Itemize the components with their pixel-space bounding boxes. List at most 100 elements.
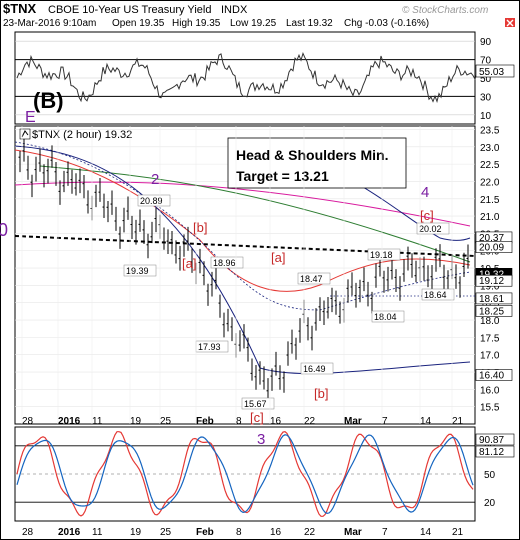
x-axis-label: Feb	[196, 416, 214, 427]
wave-label: 3	[257, 431, 265, 448]
wave-label-e: E	[25, 109, 36, 126]
price-tick-label: 17.5	[480, 333, 500, 344]
x-axis-label: 19	[130, 527, 142, 538]
value-label: 18.47	[300, 274, 323, 284]
price-tick-label: 18.5	[480, 299, 500, 310]
x-axis-label: 21	[452, 527, 464, 538]
value-label: 20.89	[140, 196, 163, 206]
wave-label: [b]	[193, 220, 207, 235]
right-price-label: 18.61	[479, 294, 504, 305]
right-price-label: 20.09	[479, 243, 504, 254]
x-axis-label: Mar	[344, 416, 362, 427]
rsi-tick-label: 10	[480, 111, 492, 122]
wave-label-b-big: (B)	[33, 88, 64, 113]
x-axis-label: 19	[130, 416, 142, 427]
x-axis-label: 28	[22, 527, 34, 538]
price-tick-label: 22.5	[480, 160, 500, 171]
mid-band-line	[14, 141, 471, 311]
value-label: 18.04	[374, 312, 397, 322]
rsi-tick-label: 90	[480, 37, 492, 48]
close-icon[interactable]	[505, 18, 515, 27]
header-last: Last 19.32	[286, 18, 333, 29]
header-high: High 19.35	[172, 18, 221, 29]
x-axis-label: 22	[304, 527, 316, 538]
stoch-tick-label: 20	[484, 498, 496, 509]
chart-exchange: INDX	[221, 4, 248, 16]
right-price-label: 20.37	[479, 233, 504, 244]
stoch-current-1: 90.87	[475, 433, 515, 446]
price-tick-label: 22.0	[480, 177, 500, 188]
value-label: 16.49	[303, 364, 326, 374]
value-label-box	[137, 194, 171, 207]
stoch-tick-label: 50	[484, 470, 496, 481]
x-axis-label: 22	[304, 416, 316, 427]
chart-logo: © StockCharts.com	[402, 5, 488, 16]
x-axis-label: 7	[382, 416, 388, 427]
x-axis-label: 14	[420, 527, 432, 538]
annotation-line-2: Target = 13.21	[236, 168, 329, 184]
wave-label: [b]	[314, 386, 328, 401]
price-tick-label: 15.5	[480, 403, 500, 414]
rsi-tick-label: 50	[480, 74, 492, 85]
x-axis-label: 2016	[58, 416, 81, 427]
x-axis-label: 14	[420, 416, 432, 427]
right-price-box	[475, 274, 513, 287]
wave-label: [c]	[420, 208, 434, 223]
x-axis-label: 11	[92, 416, 103, 427]
value-label-box	[241, 397, 275, 410]
stoch-d-line	[16, 434, 474, 515]
stoch-current-2: 81.12	[475, 445, 515, 458]
price-tick-label: 21.5	[480, 195, 500, 206]
header-chg: Chg -0.03 (-0.16%)	[344, 18, 429, 29]
value-label: 20.02	[419, 224, 442, 234]
lower-band-line	[14, 145, 471, 375]
value-label-box	[371, 310, 405, 323]
value-label: 19.18	[370, 250, 393, 260]
right-price-label: 19.32	[479, 269, 504, 280]
wave-label: [c]	[250, 410, 264, 425]
wave-label: [a]	[182, 256, 196, 271]
x-axis-label: 21	[452, 416, 464, 427]
right-price-box	[475, 305, 513, 317]
right-price-box	[475, 369, 513, 381]
x-axis-label: 16	[270, 527, 282, 538]
rsi-current-label: 55.03	[475, 64, 515, 78]
rsi-ticks: 90 70 50 30 10	[480, 37, 492, 122]
rsi-tick-label: 30	[480, 92, 492, 103]
x-axis-label: 25	[160, 527, 172, 538]
x-axis-label: 8	[236, 527, 242, 538]
annotation-box: Head & Shoulders Min. Target = 13.21	[227, 137, 407, 189]
ma-100-line	[39, 165, 471, 263]
value-label-box	[416, 222, 450, 235]
x-axis-label: 11	[92, 527, 103, 538]
value-label: 15.67	[244, 399, 267, 409]
x-axis-label: Feb	[196, 527, 214, 538]
svg-text:81.12: 81.12	[479, 447, 504, 458]
stoch-panel	[14, 426, 476, 522]
value-label: 17.93	[198, 342, 221, 352]
wave-label: 4	[421, 184, 429, 201]
right-price-label: 16.40	[479, 370, 504, 381]
value-label-box	[367, 248, 401, 261]
wave-label: 2	[151, 171, 159, 188]
right-price-label: 18.25	[479, 306, 504, 317]
value-label: 18.96	[213, 258, 236, 268]
series-label-icon	[19, 128, 31, 140]
x-axis-mid: 28 2016 11 19 25 Feb 8 16 22 Mar 7 14 21	[21, 126, 464, 427]
header-low: Low 19.25	[230, 18, 277, 29]
x-axis-label: 16	[270, 416, 282, 427]
x-axis-label: Mar	[344, 527, 362, 538]
rsi-line	[16, 51, 478, 104]
value-label-box	[210, 256, 244, 269]
price-ticks: 23.523.022.522.021.521.020.520.019.519.0…	[480, 125, 500, 413]
right-price-label: 19.12	[479, 276, 504, 287]
annotation-line-1: Head & Shoulders Min.	[236, 147, 388, 163]
price-tick-label: 16.0	[480, 385, 500, 396]
value-label: 19.39	[126, 266, 149, 276]
right-price-box	[475, 292, 513, 305]
x-axis-label: 28	[22, 416, 34, 427]
price-tick-label: 19.0	[480, 281, 500, 292]
chart-symbol: $TNX	[3, 1, 37, 16]
rsi-tick-label: 70	[480, 56, 492, 67]
